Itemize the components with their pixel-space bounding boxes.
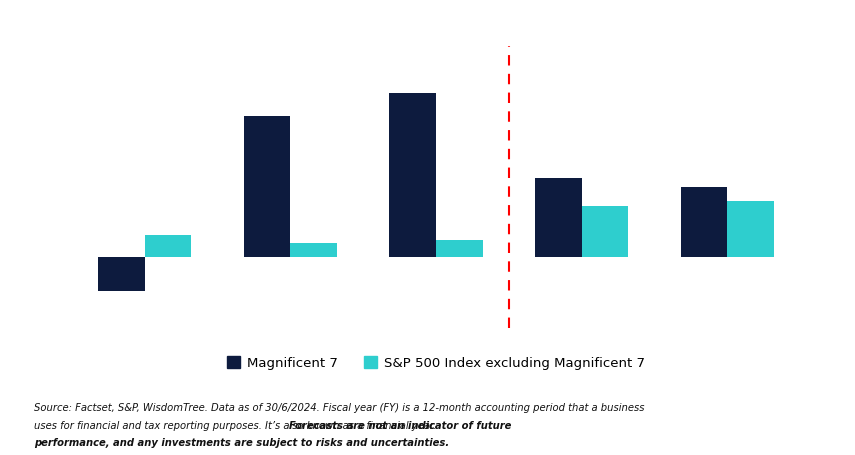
Bar <box>581 206 628 257</box>
Text: Source: Factset, S&P, WisdomTree. Data as of 30/6/2024. Fiscal year (FY) is a 12: Source: Factset, S&P, WisdomTree. Data a… <box>34 403 645 413</box>
Bar <box>535 178 581 257</box>
Bar <box>98 257 144 291</box>
Bar <box>291 243 337 257</box>
Bar <box>728 201 774 257</box>
Bar <box>389 93 436 257</box>
Text: performance, and any investments are subject to risks and uncertainties.: performance, and any investments are sub… <box>34 438 450 448</box>
Bar <box>436 240 483 257</box>
Legend: Magnificent 7, S&P 500 Index excluding Magnificent 7: Magnificent 7, S&P 500 Index excluding M… <box>221 351 651 375</box>
Text: Forecasts are not an indicator of future: Forecasts are not an indicator of future <box>289 421 511 431</box>
Bar <box>244 116 291 257</box>
Bar <box>144 234 192 257</box>
Bar <box>681 187 728 257</box>
Text: uses for financial and tax reporting purposes. It’s also known as a financial ye: uses for financial and tax reporting pur… <box>34 421 439 431</box>
